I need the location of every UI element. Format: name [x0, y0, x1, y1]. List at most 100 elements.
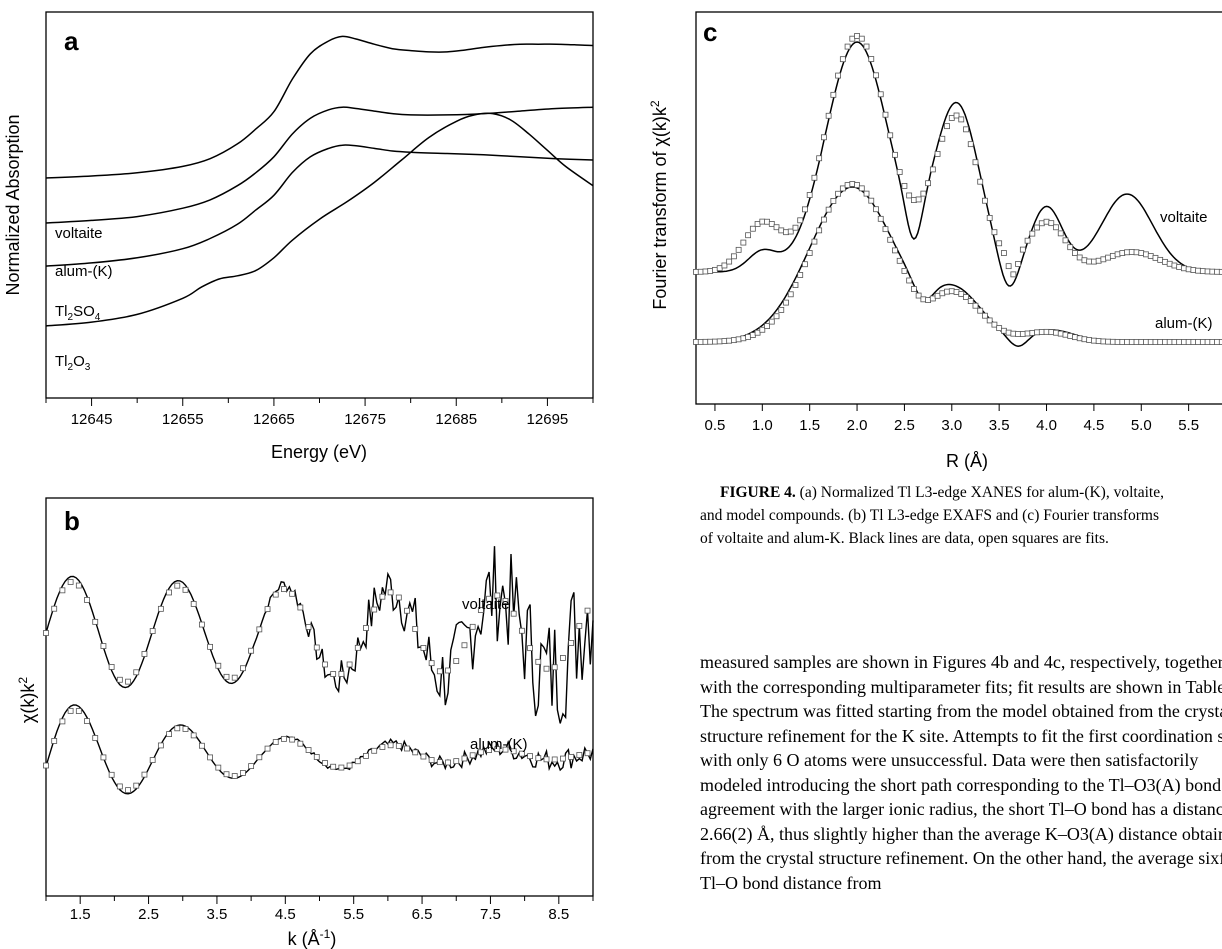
c-fit-alum-k-point	[816, 227, 823, 234]
b-fit-alum-k-point	[75, 708, 82, 714]
c-fit-alum-k-point	[1119, 339, 1126, 345]
c-fit-voltaite-point	[915, 196, 922, 203]
c-fit-voltaite-point	[953, 112, 960, 119]
c-fit-alum-k-point	[749, 332, 756, 338]
c-fit-alum-k-point	[730, 337, 737, 344]
b-fit-alum-k-point	[182, 726, 189, 732]
c-fit-alum-k-point	[1176, 339, 1183, 345]
panel-b-xlabel: k (Å-1)	[288, 927, 337, 949]
b-fit-alum-k-point	[59, 718, 66, 725]
b-fit-alum-k-point	[510, 748, 517, 755]
c-fit-voltaite-point	[1133, 249, 1140, 256]
c-data-voltaite	[696, 41, 1222, 287]
c-fit-voltaite-point	[1015, 261, 1022, 267]
c-fit-voltaite-point	[1062, 237, 1069, 244]
c-fit-voltaite-point	[783, 229, 789, 236]
panel-b-ylabel: χ(k)k2	[16, 677, 38, 723]
c-fit-voltaite-point	[1000, 250, 1007, 256]
c-fit-alum-k-point	[1195, 339, 1202, 345]
b-fit-alum-k-point	[543, 756, 550, 763]
b-fit-alum-k-point	[174, 725, 181, 732]
c-fit-alum-k-point	[948, 288, 955, 295]
b-fit-alum-k-point	[518, 750, 525, 757]
panel-a-xanes: a 12645 12655 12665 12675 12685 12695 voltait…	[3, 11, 594, 462]
c-fit-voltaite-point	[1076, 254, 1083, 261]
c-fit-alum-k-point	[934, 292, 941, 299]
c-fit-alum-k-point	[797, 272, 804, 278]
c-fit-voltaite-point	[1043, 218, 1050, 225]
b-fit-alum-k-point	[494, 746, 501, 753]
c-fit-alum-k-point	[735, 336, 742, 343]
c-fit-voltaite-point	[920, 190, 927, 197]
c-fit-voltaite-point	[1105, 254, 1112, 261]
b-fit-alum-k-point	[51, 738, 58, 744]
c-fit-voltaite-point	[697, 268, 704, 275]
c-fit-alum-k-point	[1143, 339, 1149, 345]
c-fit-voltaite-point	[1171, 262, 1178, 269]
b-fit-voltaite-point	[322, 661, 328, 668]
c-fit-alum-k-point	[996, 325, 1003, 332]
c-xtick-label: 2.5	[894, 417, 915, 434]
b-fit-voltaite-point	[584, 607, 591, 614]
c-fit-voltaite-point	[854, 33, 860, 39]
c-fit-alum-k-point	[1048, 329, 1055, 336]
c-fit-alum-k-point	[1166, 339, 1173, 345]
c-fit-voltaite-point	[1185, 266, 1192, 273]
c-fit-voltaite-point	[754, 221, 761, 227]
b-fit-alum-k-point	[568, 754, 575, 760]
c-fit-voltaite-point	[816, 155, 823, 162]
caption-line-1: (a) Normalized Tl L3-edge XANES for alum…	[799, 484, 1164, 501]
c-fit-alum-k-point	[967, 298, 974, 304]
b-fit-alum-k-point	[116, 783, 123, 790]
c-fit-alum-k-point	[806, 250, 813, 256]
b-fit-voltaite-point	[231, 674, 238, 681]
c-fit-alum-k-point	[1214, 339, 1220, 345]
c-fit-alum-k-point	[1185, 339, 1192, 345]
b-fit-alum-k-point	[330, 763, 337, 770]
b-xtick-label: 7.5	[480, 906, 501, 923]
c-fit-voltaite-point	[1180, 265, 1187, 272]
c-fit-voltaite-point	[802, 206, 808, 213]
b-xtick-label: 8.5	[548, 906, 569, 923]
b-xtick-label: 4.5	[275, 906, 296, 923]
c-fit-alum-k-point	[1171, 339, 1178, 345]
b-fit-alum-k-point	[551, 756, 558, 763]
c-fit-voltaite-point	[693, 268, 699, 275]
b-fit-voltaite-point	[453, 658, 460, 664]
c-fit-voltaite-point	[712, 266, 718, 273]
label-c-voltaite: voltaite	[1160, 209, 1208, 226]
c-fit-alum-k-point	[745, 333, 752, 340]
c-fit-alum-k-point	[901, 268, 908, 274]
c-xtick-label: 1.5	[799, 417, 820, 434]
c-fit-alum-k-point	[820, 216, 827, 223]
c-xtick-label: 0.5	[705, 417, 726, 434]
c-fit-alum-k-point	[906, 277, 913, 284]
b-fit-voltaite-point	[125, 678, 131, 685]
b-fit-voltaite-point	[412, 626, 419, 632]
c-fit-alum-k-point	[1209, 339, 1216, 345]
b-fit-voltaite-point	[141, 651, 148, 657]
b-fit-voltaite-point	[281, 586, 287, 593]
panel-c-letter: c	[703, 17, 717, 47]
b-fit-alum-k-point	[231, 773, 238, 779]
c-fit-alum-k-point	[882, 226, 889, 233]
c-fit-voltaite-point	[963, 126, 969, 133]
c-fit-voltaite-point	[1081, 257, 1088, 264]
c-xtick-label: 2.0	[847, 417, 868, 434]
caption-label: FIGURE 4.	[720, 484, 796, 501]
label-voltaite: voltaite	[55, 225, 103, 242]
b-fit-voltaite-point	[207, 643, 214, 650]
c-fit-voltaite-point	[735, 246, 742, 253]
c-fit-alum-k-point	[1043, 328, 1050, 335]
c-fit-voltaite-point	[1199, 268, 1206, 275]
c-fit-alum-k-point	[825, 206, 832, 213]
c-fit-alum-k-point	[863, 190, 870, 197]
c-fit-alum-k-point	[920, 296, 927, 303]
c-fit-alum-k-point	[768, 318, 775, 325]
c-fit-voltaite-point	[1209, 268, 1216, 275]
panel-c-ylabel: Fourier transform of χ(k)k2	[648, 100, 670, 309]
b-fit-alum-k-point	[420, 753, 427, 760]
c-fit-voltaite-point	[844, 43, 851, 50]
a-xtick-label: 12645	[71, 411, 113, 428]
